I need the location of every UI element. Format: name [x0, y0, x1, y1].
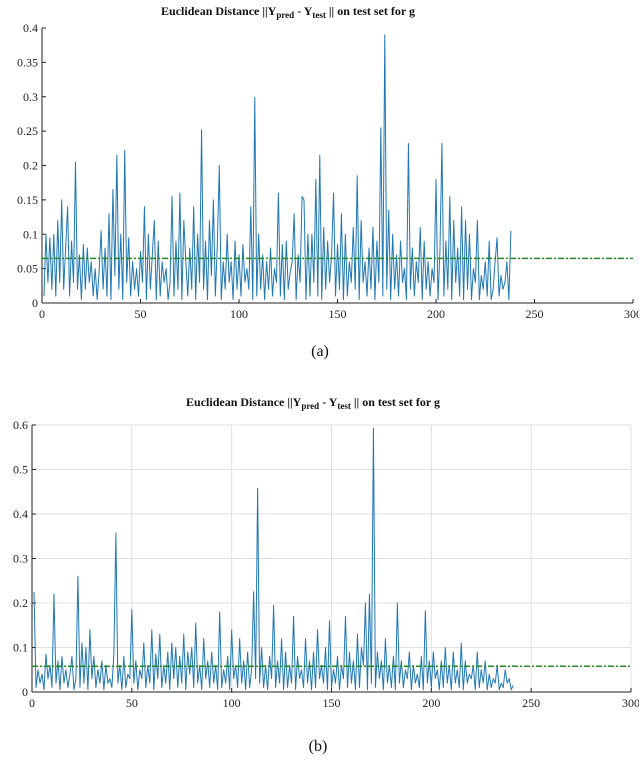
panel-a-x-tick-label: 0 [39, 307, 45, 321]
panel-a-y-tick-label: 0.25 [17, 124, 38, 138]
panel-b-title-suffix: || on test set for g [351, 395, 440, 409]
panel-b-x-tick-label: 0 [29, 696, 35, 710]
panel-a-x-tick-label: 50 [135, 307, 147, 321]
panel-b-y-tick-label: 0.2 [13, 596, 28, 610]
panel-b-x-tick-label: 200 [422, 696, 440, 710]
panel-b-title-mid: - Y [319, 395, 338, 409]
panel-b-title: Euclidean Distance ||Ypred - Ytest || on… [186, 395, 440, 411]
panel-a-title-suffix: || on test set for g [326, 4, 415, 18]
panel-a-x-tick-label: 250 [526, 307, 544, 321]
panel-b-x-tick-label: 50 [126, 696, 138, 710]
panel-b-x-tick-label: 250 [522, 696, 540, 710]
panel-b: Euclidean Distance ||Ypred - Ytest || on… [13, 395, 639, 755]
panel-a-y-tick-label: 0.3 [23, 90, 38, 104]
panel-b-y-tick-label: 0.6 [13, 418, 28, 432]
panel-a-title-prefix: Euclidean Distance ||Y [161, 4, 277, 18]
panel-a-series-line [43, 34, 512, 301]
panel-a-y-tick-label: 0.4 [23, 21, 38, 35]
panel-b-y-tick-label: 0 [22, 685, 28, 699]
panel-a-plot: 0 50 100 150 200 250 300 0 0.05 0.1 0.15 0.2 0.25 0.3… [17, 21, 639, 321]
panel-a-y-tick-label: 0.15 [17, 193, 38, 207]
panel-a-title-mid: - Y [294, 4, 313, 18]
panel-b-x-tick-label: 150 [323, 696, 341, 710]
panel-a-x-tick-label: 300 [624, 307, 639, 321]
panel-a-y-tick-label: 0.1 [23, 227, 38, 241]
panel-b-x-tick-label: 300 [622, 696, 639, 710]
panel-a-x-tick-label: 100 [230, 307, 248, 321]
panel-b-x-tick-label: 100 [223, 696, 241, 710]
panel-b-caption: (b) [309, 738, 328, 755]
panel-b-title-sub1: pred [301, 401, 319, 411]
panel-b-y-tick-label: 0.1 [13, 641, 28, 655]
panel-a-title-sub2: test [312, 10, 326, 20]
panel-a-y-tick-label: 0.05 [17, 262, 38, 276]
panel-a-y-tick-label: 0.2 [23, 159, 38, 173]
panel-a: Euclidean Distance ||Ypred - Ytest || on… [17, 4, 639, 360]
panel-a-title: Euclidean Distance ||Ypred - Ytest || on… [161, 4, 415, 20]
panel-b-series-line [33, 427, 514, 691]
panel-b-y-tick-label: 0.5 [13, 463, 28, 477]
panel-a-x-tick-label: 200 [427, 307, 445, 321]
panel-b-plot: 0 50 100 150 200 250 300 0 0.1 0.2 0.3 0.4 0.5 0.6 [13, 418, 639, 710]
panel-a-title-sub1: pred [276, 10, 294, 20]
panel-b-title-sub2: test [337, 401, 351, 411]
panel-a-caption: (a) [311, 343, 329, 360]
panel-b-y-tick-label: 0.3 [13, 552, 28, 566]
panel-a-y-tick-label: 0.35 [17, 55, 38, 69]
panel-b-y-tick-label: 0.4 [13, 507, 28, 521]
panel-b-title-prefix: Euclidean Distance ||Y [186, 395, 302, 409]
panel-a-y-tick-label: 0 [32, 296, 38, 310]
panel-a-x-tick-label: 150 [329, 307, 347, 321]
